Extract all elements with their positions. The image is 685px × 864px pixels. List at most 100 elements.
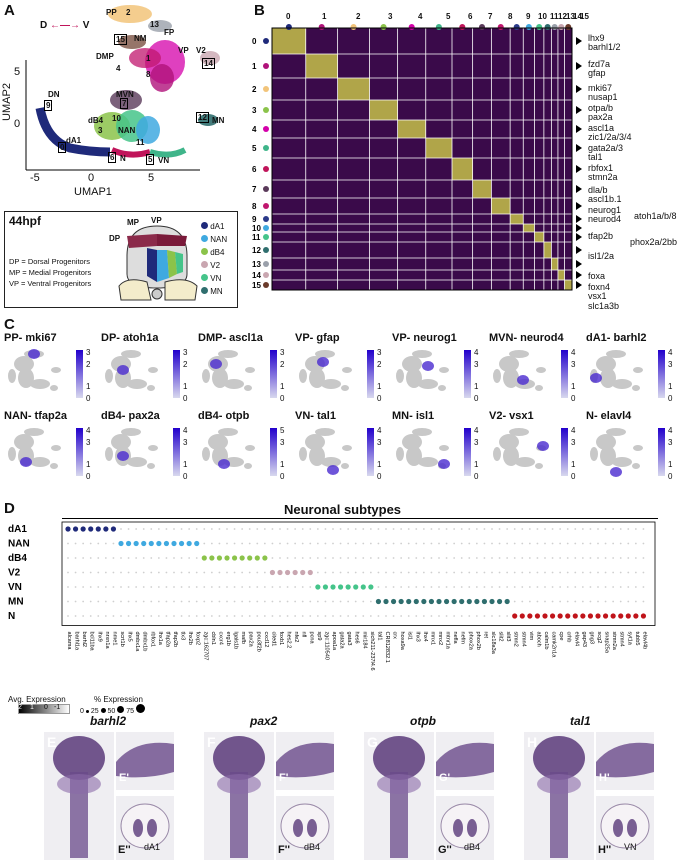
heat-col-5: 5 (446, 12, 451, 21)
dot-V2-5 (104, 571, 107, 574)
dot-N-6 (112, 615, 115, 617)
dot-dA1-8 (127, 528, 130, 530)
dot-V2-63 (544, 571, 546, 574)
dotplot-gene-label-76: elavl4b (641, 632, 647, 650)
dot-dB4-71 (604, 557, 607, 559)
dot-MN-15 (180, 600, 183, 603)
dot-N-14 (173, 615, 175, 617)
ish-main-label: G (367, 734, 378, 750)
ish-title-3: tal1 (570, 714, 591, 728)
dot-VN-11 (150, 586, 153, 588)
dot-MN-22 (233, 600, 236, 603)
dot-dA1-30 (294, 528, 297, 530)
dot-MN-34 (324, 600, 327, 603)
heatmap-arrow-1 (576, 62, 582, 70)
dot-MN-54 (474, 598, 480, 605)
feature-cell-cloud-3 (515, 457, 535, 467)
dot-MN-64 (551, 600, 554, 603)
feature-plot-13: N- elavl4 4 3 1 0 (586, 410, 674, 486)
dotplot-gene-label-63: calm1b (543, 632, 549, 650)
dv-axis: D ←—→ V (40, 20, 90, 31)
feature-cell-cloud-4 (202, 369, 210, 383)
ish-section-view (440, 803, 490, 849)
dotplot-gene-label-42: CR812832.1 (384, 632, 390, 663)
dotplot-row-label-N: N (8, 611, 15, 622)
dot-NAN-54 (475, 542, 478, 545)
feature-expression-spot (327, 465, 339, 475)
dotplot-title: Neuronal subtypes (284, 502, 402, 517)
dot-N-23 (241, 615, 244, 617)
heatmap-arrow-5 (576, 144, 582, 152)
dot-V2-24 (248, 571, 251, 574)
dot-MN-56 (489, 598, 495, 605)
dot-VN-65 (559, 586, 562, 588)
dot-V2-68 (581, 571, 584, 574)
dot-N-73 (618, 613, 624, 619)
dot-NAN-3 (89, 542, 92, 545)
dot-MN-28 (279, 600, 281, 603)
feature-plot-5: MVN- neurod4 4 3 1 0 (489, 332, 577, 408)
heatmap-block-11 (534, 232, 544, 242)
ish-section-view (280, 803, 330, 849)
heatmap-row-label-5: 5 (252, 144, 257, 153)
dot-NAN-2 (82, 542, 85, 545)
ish-main-1: F (204, 732, 274, 860)
dot-V2-15 (180, 571, 183, 574)
dotplot-gene-label-70: scg2 (596, 632, 602, 644)
dot-NAN-34 (324, 542, 327, 545)
feature-plot-0: PP- mki67 3 2 1 0 (4, 332, 92, 408)
heatmap-col-dot-4 (408, 24, 415, 30)
dot-dA1-73 (619, 528, 622, 530)
feature-expression-spot (28, 349, 40, 359)
dot-N-0 (67, 615, 69, 617)
dot-MN-27 (271, 600, 274, 603)
dotplot-gene-label-22: lgals1b (233, 632, 239, 650)
heatmap-row-dot-8 (263, 203, 269, 209)
feature-umap (396, 350, 449, 391)
feature-title: PP- mki67 (4, 332, 57, 344)
feature-colorbar-tick: 3 (668, 438, 673, 447)
feature-colorbar (270, 350, 277, 398)
feature-cell-cloud-3 (30, 379, 50, 389)
dot-dB4-57 (498, 557, 501, 559)
heatmap-col-dot-3 (380, 24, 387, 30)
dot-MN-0 (67, 600, 69, 603)
dot-MN-46 (413, 598, 419, 605)
dot-V2-58 (506, 571, 509, 574)
dot-dB4-33 (316, 557, 319, 559)
dot-VN-71 (604, 586, 607, 588)
feature-cell-cloud-0 (218, 428, 238, 436)
legend-defs: DP = Dorsal Progenitors MP = Medial Prog… (9, 256, 91, 289)
dot-MN-32 (309, 600, 312, 603)
dot-VN-69 (589, 586, 592, 588)
dot-dA1-62 (536, 528, 539, 530)
feature-cell-cloud-4 (493, 369, 501, 383)
heatmap-cluster-header: 0 1 2 3 4 5 6 7 8 9 10 11 12 13 14 15 (272, 12, 589, 26)
dot-MN-70 (597, 600, 599, 603)
heatmap-col-dot-7 (479, 24, 485, 30)
dot-MN-41 (375, 598, 382, 605)
dot-dA1-74 (627, 528, 630, 530)
dot-MN-62 (536, 600, 539, 603)
heat-genes-5: gata2a/3 tal1 (588, 143, 624, 162)
dot-V2-23 (241, 571, 244, 574)
dot-dB4-32 (309, 557, 312, 559)
dot-dA1-23 (241, 528, 244, 530)
feature-colorbar (76, 350, 83, 398)
dot-dA1-0 (65, 526, 71, 532)
feature-cell-cloud-2 (18, 368, 34, 388)
dot-VN-4 (97, 586, 100, 588)
dotplot-gene-label-27: cited1 (270, 632, 276, 647)
ish-section-label: F'' (278, 844, 290, 856)
dot-dA1-42 (385, 528, 387, 530)
dot-dB4-22 (231, 555, 238, 561)
dot-dB4-38 (354, 557, 357, 559)
heatmap-arrow-14 (576, 271, 582, 279)
heat-genes-9: atoh1a/b/8 (634, 211, 677, 221)
heatmap-arrow-11 (576, 233, 582, 241)
heatmap-col-dot-15 (565, 24, 572, 30)
dotplot-gene-label-1: barhl1a (74, 632, 80, 652)
dot-MN-55 (481, 598, 488, 605)
dot-V2-76 (642, 571, 645, 574)
dot-dA1-11 (150, 528, 153, 530)
